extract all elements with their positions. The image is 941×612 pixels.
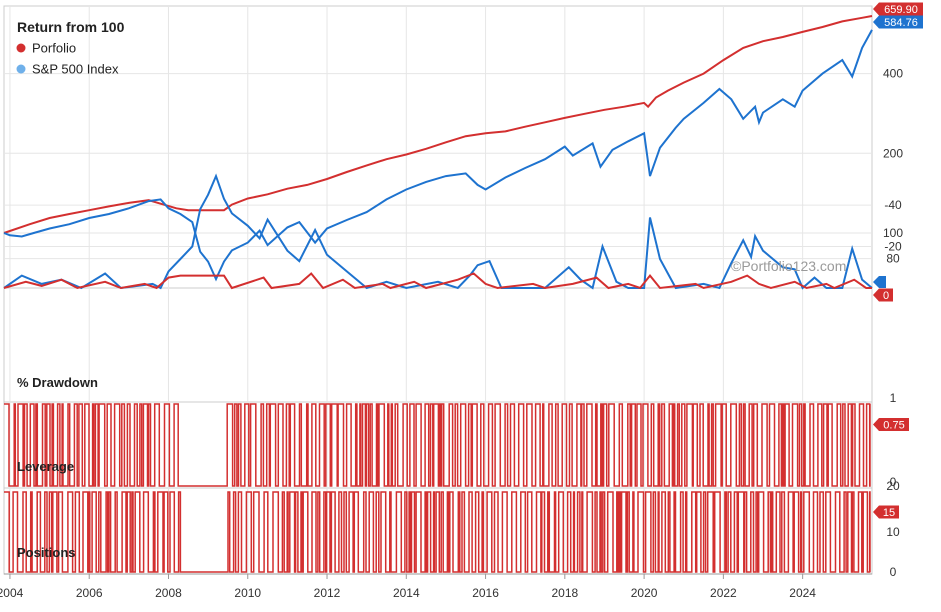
- tick-layer: 2004200620082010201220142016201820202022…: [0, 67, 903, 600]
- y-tick-label: -20: [884, 240, 902, 254]
- y-tick-label: 100: [883, 226, 903, 240]
- last-value-label: 659.90: [884, 4, 918, 16]
- last-value-flag: [873, 505, 899, 519]
- sp500-return-line: [3, 29, 873, 282]
- drawdown-panel-title: % Drawdown: [17, 375, 98, 390]
- positions-line: [4, 491, 871, 573]
- y-tick-label: 0: [890, 565, 897, 579]
- y-tick-label: 400: [883, 67, 903, 81]
- y-tick-label: 20: [886, 479, 900, 493]
- last-value-label: 0: [883, 290, 889, 302]
- last-value-flag: [873, 418, 909, 431]
- x-tick-label: 2016: [472, 586, 499, 600]
- x-tick-label: 2010: [234, 586, 261, 600]
- x-tick-label: 2008: [155, 586, 182, 600]
- x-tick-label: 2020: [631, 586, 658, 600]
- sp500-drawdown-flag: [873, 276, 886, 288]
- y-tick-label: -40: [884, 198, 902, 212]
- last-value-flag: [873, 2, 923, 16]
- portfolio-drawdown-line: [3, 272, 872, 290]
- y-tick-label: 1: [890, 391, 897, 405]
- grid-layer: [4, 6, 872, 574]
- x-tick-label: 2024: [789, 586, 816, 600]
- positions-panel-frame: [3, 487, 873, 575]
- last-value-flag: [873, 288, 893, 302]
- last-value-label: 0.75: [883, 420, 904, 432]
- legend: Porfolio S&P 500 Index: [16, 41, 119, 77]
- legend-label-sp500: S&P 500 Index: [32, 62, 119, 77]
- x-tick-label: 2014: [393, 586, 420, 600]
- portfolio-return-line: [3, 15, 873, 234]
- x-tick-label: 2012: [314, 586, 341, 600]
- main-chart-title: Return from 100: [17, 19, 125, 35]
- y-tick-label: 10: [886, 525, 900, 539]
- x-tick-label: 2006: [76, 586, 103, 600]
- leverage-panel-title: Leverage: [17, 459, 74, 474]
- x-tick-label: 2022: [710, 586, 737, 600]
- x-tick-label: 2018: [551, 586, 578, 600]
- watermark-text: ©Portfolio123.com: [731, 258, 846, 274]
- legend-label-portfolio: Porfolio: [32, 41, 76, 56]
- legend-marker-sp500: [16, 64, 26, 74]
- last-value-label: 584.76: [884, 17, 918, 29]
- drawdown-panel-frame: [3, 287, 873, 403]
- last-value-flag: [873, 15, 923, 29]
- y-tick-label: 0: [890, 475, 897, 489]
- leverage-line: [4, 403, 871, 487]
- y-tick-label: 80: [886, 252, 900, 266]
- last-value-label: 15: [883, 507, 895, 519]
- series-layer: [3, 15, 873, 573]
- legend-marker-portfolio: [16, 43, 26, 53]
- y-tick-label: 200: [883, 146, 903, 160]
- positions-panel-title: Positions: [17, 545, 76, 560]
